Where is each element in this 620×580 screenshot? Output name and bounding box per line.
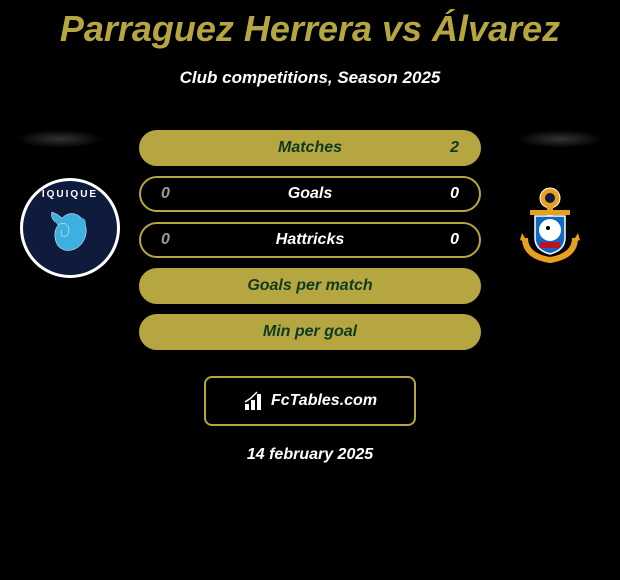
season-subtitle: Club competitions, Season 2025 — [0, 68, 620, 88]
dragon-icon — [40, 202, 100, 262]
logo-content: FcTables.com — [243, 390, 377, 412]
right-team-badge — [500, 178, 600, 278]
logo-text: FcTables.com — [271, 392, 377, 410]
stat-row-goals-per-match: Goals per match — [139, 268, 481, 304]
comparison-title: Parraguez Herrera vs Álvarez — [0, 0, 620, 50]
left-team-badge: IQUIQUE — [20, 178, 120, 278]
stat-right-value: 0 — [439, 231, 459, 249]
stat-right-value: 2 — [439, 139, 459, 157]
stat-right-value: 0 — [439, 185, 459, 203]
stat-label: Matches — [278, 139, 342, 157]
right-shadow — [516, 130, 604, 148]
stat-left-value: 0 — [161, 231, 181, 249]
left-badge-label: IQUIQUE — [42, 189, 98, 200]
left-shadow — [16, 130, 104, 148]
footer-date: 14 february 2025 — [0, 446, 620, 464]
stat-row-min-per-goal: Min per goal — [139, 314, 481, 350]
stat-row-goals: 0 Goals 0 — [139, 176, 481, 212]
stat-label: Goals — [288, 185, 332, 203]
stat-label: Min per goal — [263, 323, 357, 341]
stat-label: Hattricks — [276, 231, 344, 249]
stat-row-hattricks: 0 Hattricks 0 — [139, 222, 481, 258]
content-area: IQUIQUE Matches 2 0 Goals — [0, 130, 620, 464]
stat-rows-container: Matches 2 0 Goals 0 0 Hattricks 0 Goals … — [139, 130, 481, 350]
stat-left-value: 0 — [161, 185, 181, 203]
anchor-shield-icon — [500, 178, 600, 278]
chart-bar-icon — [243, 390, 265, 412]
fctables-logo-box: FcTables.com — [204, 376, 416, 426]
stat-row-matches: Matches 2 — [139, 130, 481, 166]
stat-label: Goals per match — [247, 277, 372, 295]
